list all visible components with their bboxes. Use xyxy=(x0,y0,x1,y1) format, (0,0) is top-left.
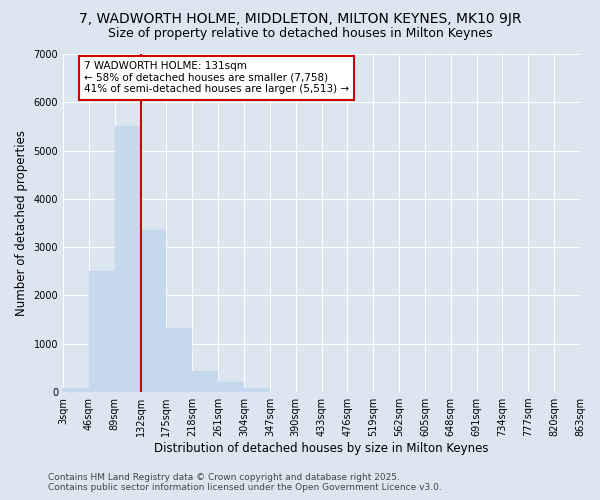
Bar xyxy=(89,272,115,392)
Text: 7, WADWORTH HOLME, MIDDLETON, MILTON KEYNES, MK10 9JR: 7, WADWORTH HOLME, MIDDLETON, MILTON KEY… xyxy=(79,12,521,26)
Text: 7 WADWORTH HOLME: 131sqm
← 58% of detached houses are smaller (7,758)
41% of sem: 7 WADWORTH HOLME: 131sqm ← 58% of detach… xyxy=(84,61,349,94)
Text: Contains HM Land Registry data © Crown copyright and database right 2025.
Contai: Contains HM Land Registry data © Crown c… xyxy=(48,473,442,492)
Bar xyxy=(218,382,244,392)
Bar xyxy=(140,230,166,392)
Text: Size of property relative to detached houses in Milton Keynes: Size of property relative to detached ho… xyxy=(108,28,492,40)
Bar xyxy=(244,388,270,392)
Bar xyxy=(115,126,140,392)
Bar xyxy=(166,328,192,392)
Y-axis label: Number of detached properties: Number of detached properties xyxy=(15,130,28,316)
Bar xyxy=(192,372,218,392)
Bar xyxy=(63,388,89,392)
X-axis label: Distribution of detached houses by size in Milton Keynes: Distribution of detached houses by size … xyxy=(154,442,489,455)
